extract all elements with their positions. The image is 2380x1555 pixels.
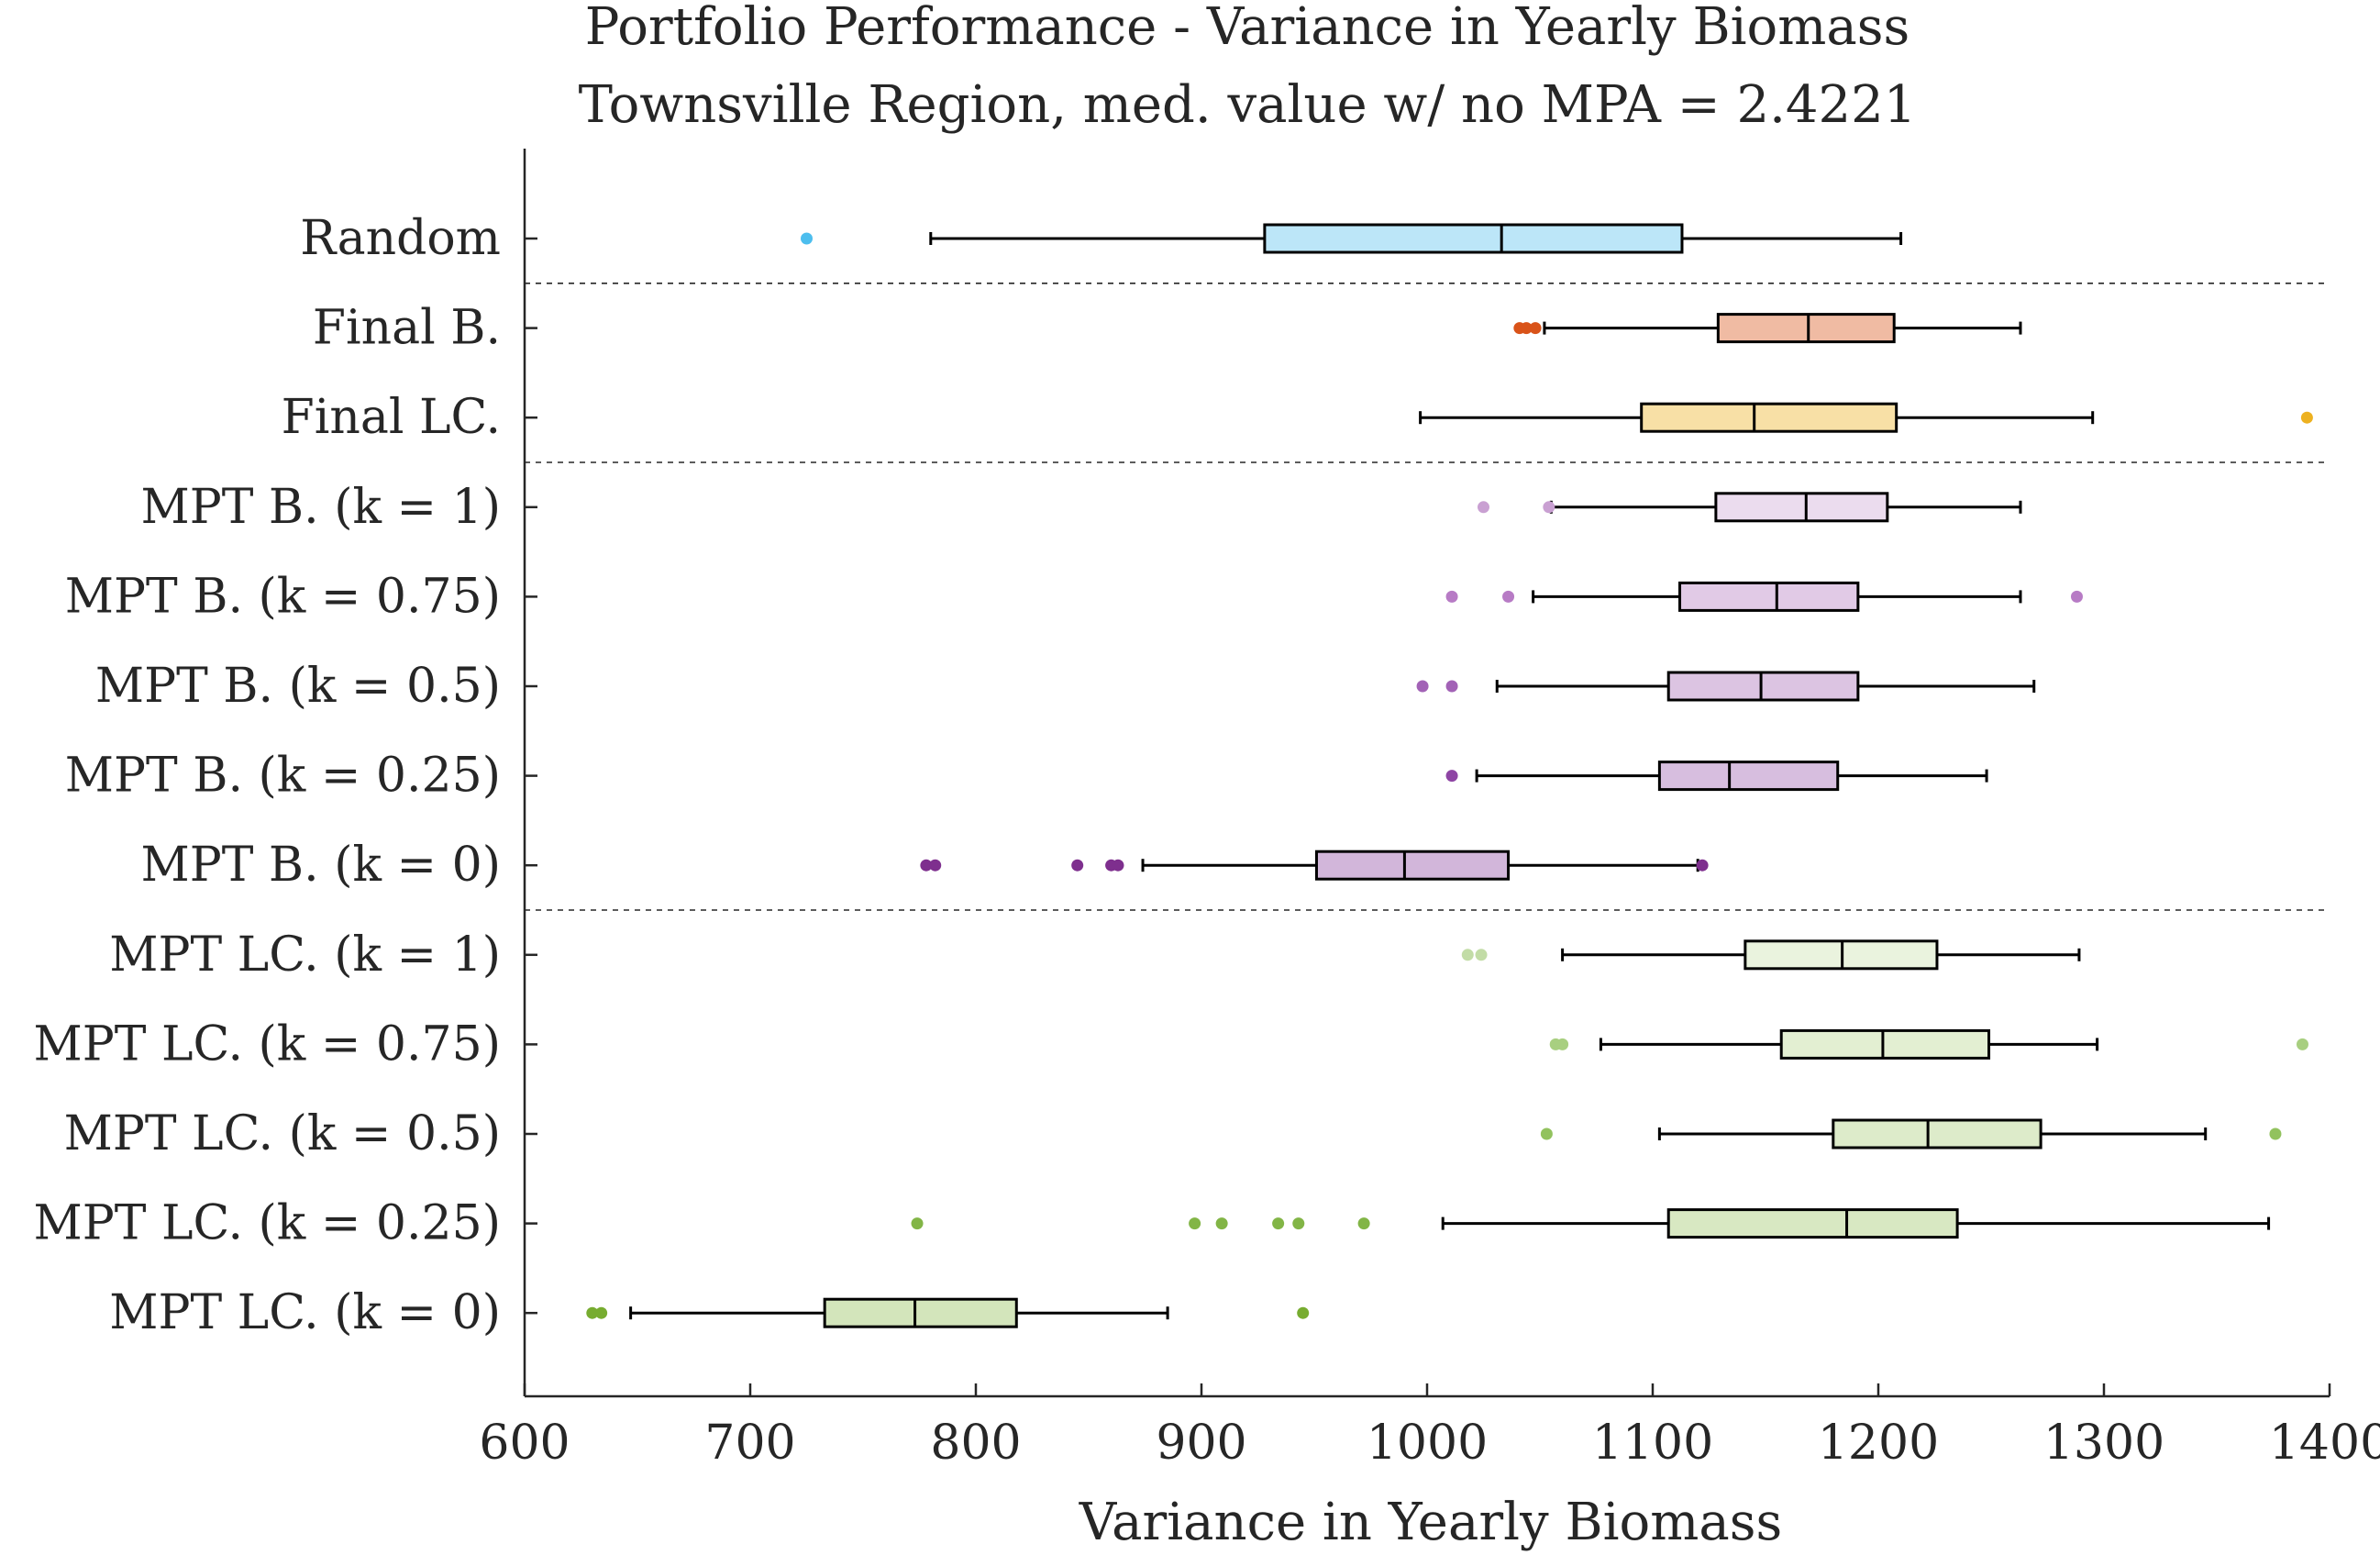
y-tick-label: MPT LC. (k = 0) <box>109 1285 501 1340</box>
outlier-point <box>1357 1217 1370 1230</box>
outlier-point <box>595 1306 608 1319</box>
chart-title: Portfolio Performance - Variance in Year… <box>585 0 1910 57</box>
x-tick-label: 1300 <box>2043 1416 2164 1471</box>
box-iqr <box>1666 671 1860 702</box>
y-tick-label: MPT B. (k = 0.75) <box>65 569 501 624</box>
outlier-point <box>1071 859 1084 872</box>
outlier-point <box>1292 1217 1305 1230</box>
x-tick-label: 900 <box>1156 1416 1246 1471</box>
outlier-point <box>801 232 813 245</box>
outlier-point <box>1297 1306 1310 1319</box>
y-tick-label: MPT LC. (k = 1) <box>109 927 501 983</box>
outlier-point <box>586 1306 599 1319</box>
y-tick-label: MPT B. (k = 0.25) <box>65 749 501 804</box>
y-tick-label: MPT LC. (k = 0.25) <box>34 1196 501 1251</box>
y-tick-label: MPT LC. (k = 0.5) <box>64 1106 501 1161</box>
outlier-point <box>2296 1038 2308 1050</box>
y-tick-label: MPT B. (k = 1) <box>140 480 501 535</box>
x-tick-label: 700 <box>704 1416 795 1471</box>
plot-area: 600 700 800 900 1000 1100 1200 1300 1400 Random Fi… <box>34 149 2380 1471</box>
outlier-point <box>2070 590 2083 603</box>
x-tick-label: 800 <box>930 1416 1021 1471</box>
outlier-point <box>2300 411 2313 424</box>
x-tick-label: 1200 <box>1818 1416 1939 1471</box>
box-iqr <box>1314 850 1511 881</box>
box-iqr <box>1716 313 1896 344</box>
box-iqr <box>1263 223 1684 254</box>
y-tick-label: MPT B. (k = 0.5) <box>95 659 501 714</box>
outlier-point <box>1112 859 1124 872</box>
box-iqr <box>1678 581 1860 612</box>
box-iqr <box>1657 761 1840 792</box>
outlier-point <box>920 859 933 872</box>
x-tick-label: 600 <box>479 1416 570 1471</box>
outlier-point <box>1272 1217 1285 1230</box>
outlier-point <box>1189 1217 1201 1230</box>
x-tick-label: 1400 <box>2269 1416 2380 1471</box>
outlier-point <box>1520 322 1533 335</box>
outlier-point <box>911 1217 924 1230</box>
outlier-point <box>1540 1127 1553 1140</box>
outlier-point <box>1445 770 1458 783</box>
x-tick-label: 1100 <box>1592 1416 1713 1471</box>
box-iqr <box>1779 1028 1991 1060</box>
outlier-point <box>1556 1038 1569 1050</box>
y-tick-label: MPT LC. (k = 0.75) <box>34 1016 501 1072</box>
box-iqr <box>1714 492 1889 523</box>
y-tick-label: Final LC. <box>282 390 501 445</box>
outlier-point <box>1475 949 1488 961</box>
y-tick-label: MPT B. (k = 0) <box>140 838 501 893</box>
outlier-point <box>1445 680 1458 693</box>
box-iqr <box>1832 1118 2042 1150</box>
box-iqr <box>1666 1208 1959 1239</box>
outlier-point <box>1215 1217 1228 1230</box>
outlier-point <box>1445 590 1458 603</box>
box-iqr <box>1640 402 1898 433</box>
outlier-point <box>1543 501 1555 514</box>
outlier-point <box>929 859 942 872</box>
box-iqr <box>823 1297 1018 1328</box>
outlier-point <box>1529 322 1542 335</box>
outlier-point <box>1502 590 1515 603</box>
outlier-point <box>1416 680 1429 693</box>
x-tick-label: 1000 <box>1367 1416 1488 1471</box>
outlier-point <box>1478 501 1489 514</box>
outlier-point <box>1461 949 1474 961</box>
y-tick-label: Random <box>300 211 501 266</box>
chart-subtitle: Townsville Region, med. value w/ no MPA … <box>579 75 1917 135</box>
x-axis-label: Variance in Yearly Biomass <box>1079 1493 1782 1552</box>
y-tick-label: Final B. <box>313 301 501 356</box>
outlier-point <box>1696 859 1709 872</box>
outlier-point <box>2269 1127 2282 1140</box>
